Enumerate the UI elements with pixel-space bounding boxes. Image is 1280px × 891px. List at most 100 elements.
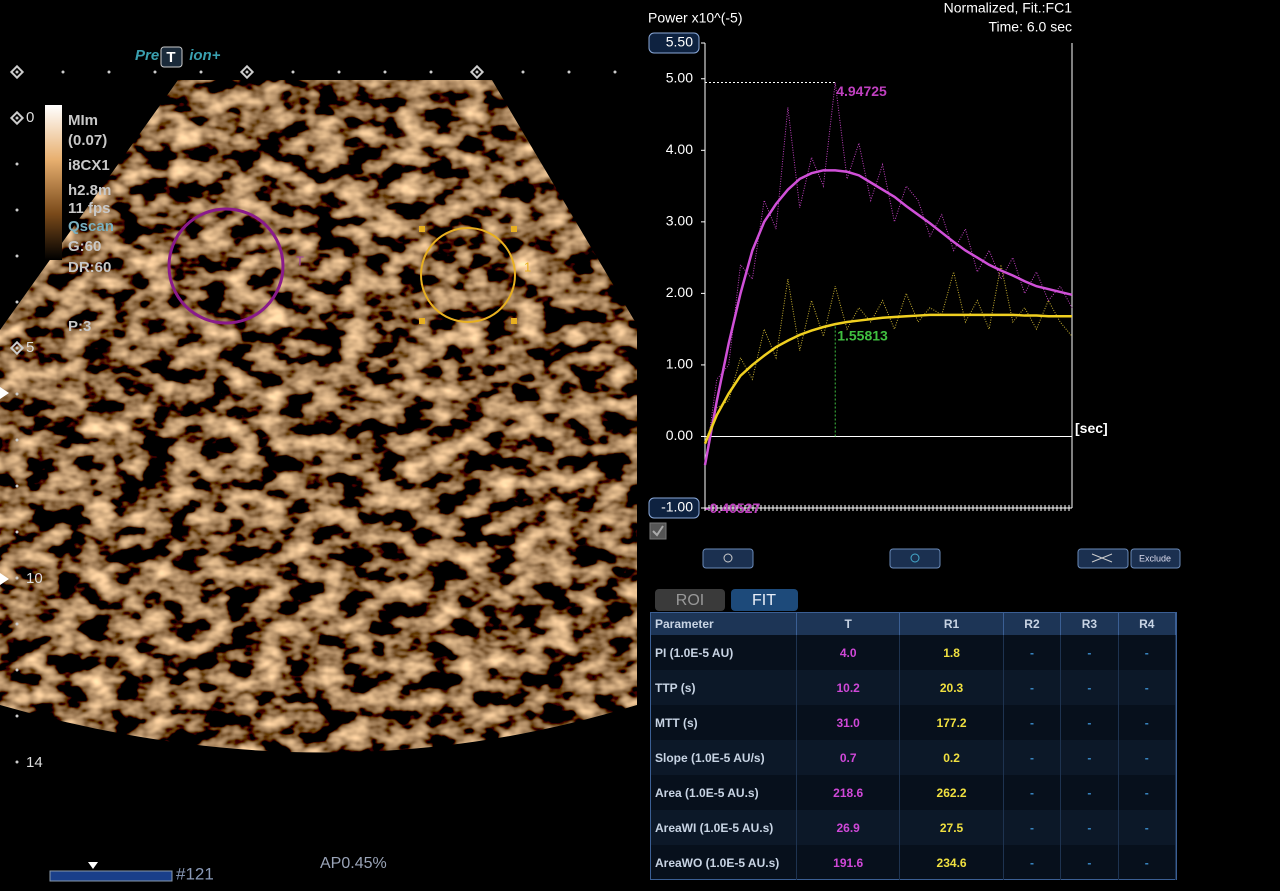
table-cell: TTP (s) (651, 670, 797, 705)
y-tick-label: -1.00 (661, 499, 693, 515)
scale-dot (61, 70, 65, 74)
roi-circle[interactable] (420, 227, 516, 323)
column-header: R4 (1118, 613, 1177, 635)
scale-diamond (469, 64, 485, 80)
table-cell: 234.6 (899, 845, 1004, 880)
exclude-label: Exclude (1139, 553, 1171, 563)
scale-dot (15, 622, 19, 626)
tab[interactable] (731, 589, 798, 611)
frame-number: #121 (176, 864, 214, 883)
table-cell: - (1060, 810, 1119, 845)
column-header: R3 (1060, 613, 1119, 635)
chart-status: Normalized, Fit.:FC1 (944, 0, 1073, 16)
exclude-button[interactable] (1130, 548, 1181, 569)
x-unit: [sec] (1075, 420, 1108, 436)
column-header: T (796, 613, 901, 635)
depth-label: 5 (26, 339, 34, 356)
scale-dot (613, 70, 617, 74)
scale-dot (15, 576, 19, 580)
y-tick-label: 0.00 (666, 427, 693, 443)
logo: Pre ion+ (135, 47, 221, 64)
table-cell: 0.7 (796, 740, 901, 775)
y-tick-box (648, 32, 700, 54)
table-cell: - (1003, 775, 1062, 810)
roi-handles (419, 226, 517, 324)
info-text: i8CX1 (68, 157, 110, 174)
ultrasound-image (0, 80, 637, 753)
depth-label: 14 (26, 754, 43, 771)
table-cell: - (1118, 810, 1177, 845)
slider-pointer (88, 862, 98, 869)
marker-label: 1.55813 (837, 328, 888, 344)
table-cell: MTT (s) (651, 705, 797, 740)
table-cell: - (1003, 740, 1062, 775)
scale-dot (15, 208, 19, 212)
scale-diamond (239, 64, 255, 80)
scale-dot (107, 70, 111, 74)
table-cell: 20.3 (899, 670, 1004, 705)
table-cell: 27.5 (899, 810, 1004, 845)
table-cell: - (1003, 705, 1062, 740)
depth-label: 10 (26, 570, 43, 587)
series-line (704, 264, 1073, 444)
info-text: MIm (68, 112, 98, 129)
series-line (703, 169, 1073, 466)
scale-dot (15, 760, 19, 764)
info-text: G:60 (68, 238, 101, 255)
info-text: 11 fps (68, 200, 111, 217)
table-cell: - (1118, 670, 1177, 705)
column-header: Parameter (651, 613, 797, 635)
y-tick-label: 3.00 (666, 213, 693, 229)
scale-diamond (9, 64, 25, 80)
toolbar: Exclude (702, 548, 1181, 569)
tab-label: ROI (676, 592, 704, 609)
y-axis-label: Power x10^(-5) (648, 10, 743, 26)
table-row: TTP (s) 10.2 20.3- - - (651, 670, 1177, 705)
table-cell: 31.0 (796, 705, 901, 740)
tab[interactable] (655, 589, 725, 611)
scale-dot (15, 438, 19, 442)
loop-button[interactable] (889, 548, 941, 569)
table-cell: PI (1.0E-5 AU) (651, 635, 797, 670)
table-row: Slope (1.0E-5 AU/s) 0.7 0.2- - - (651, 740, 1177, 775)
play-button[interactable] (702, 548, 754, 569)
checkbox[interactable] (649, 522, 667, 540)
scale-dot (15, 300, 19, 304)
series-line (703, 313, 1072, 445)
table-cell: 26.9 (796, 810, 901, 845)
scale-dot (15, 392, 19, 396)
y-tick-label: 2.00 (666, 284, 693, 300)
table-cell: - (1003, 670, 1062, 705)
scale-dot (15, 346, 19, 350)
scale-dot (245, 70, 249, 74)
table-cell: - (1060, 845, 1119, 880)
scale-dot (15, 530, 19, 534)
info-text: P:3 (68, 318, 91, 335)
logo-marker: T (166, 49, 175, 66)
roi-circle[interactable] (167, 207, 285, 325)
acoustic-power: AP0.45% (320, 855, 387, 872)
scale-dot (15, 254, 19, 258)
scale-dot (475, 70, 479, 74)
table-cell: 1.8 (899, 635, 1004, 670)
table-cell: - (1060, 740, 1119, 775)
scale-dot (383, 70, 387, 74)
info-text: h2.8m (68, 182, 111, 199)
y-tick-label: 1.00 (666, 356, 693, 372)
depth-label: 0 (26, 109, 34, 126)
y-tick-label: 4.00 (666, 141, 693, 157)
roi-label: T (296, 253, 304, 268)
color-bar (45, 105, 62, 260)
scale-dot (15, 714, 19, 718)
table-row: AreaWO (1.0E-5 AU.s) 191.6 234.6- - - (651, 845, 1177, 880)
parameter-table: Parameter T R1 R2 R3 R4 PI (1.0E-5 AU) 4.0 1.8- -… (650, 612, 1177, 880)
table-cell: 262.2 (899, 775, 1004, 810)
table-row: MTT (s) 31.0 177.2- - - (651, 705, 1177, 740)
table-cell: Area (1.0E-5 AU.s) (651, 775, 797, 810)
frame-slider[interactable] (49, 870, 173, 882)
table-cell: 10.2 (796, 670, 901, 705)
scale-dot (337, 70, 341, 74)
table-cell: - (1118, 635, 1177, 670)
table-row: AreaWI (1.0E-5 AU.s) 26.9 27.5- - - (651, 810, 1177, 845)
